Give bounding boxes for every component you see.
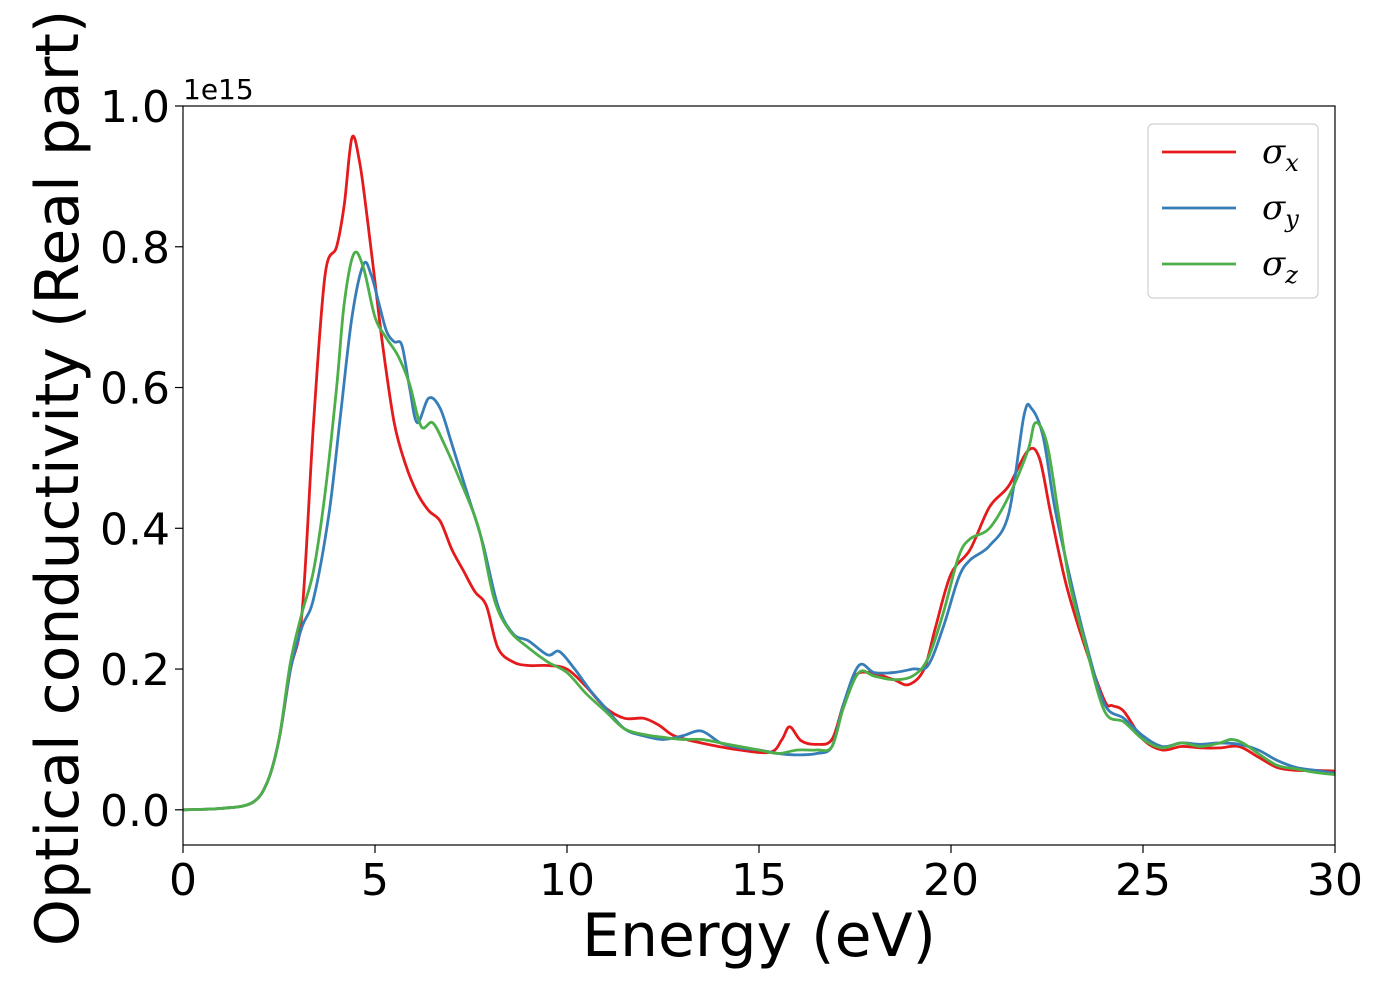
x-tick-label: 25	[1115, 855, 1171, 906]
y-tick-label: 0.8	[100, 223, 170, 274]
x-tick-label: 0	[169, 855, 197, 906]
legend-label-z: σz	[1262, 244, 1298, 289]
y-offset-label: 1e15	[183, 73, 254, 106]
x-tick-label: 10	[539, 855, 595, 906]
y-tick-label: 0.4	[100, 504, 170, 555]
y-tick-label: 0.2	[100, 645, 170, 696]
x-tick-label: 20	[923, 855, 979, 906]
legend: σx σy σz	[1147, 123, 1319, 299]
ticks-layer: 0 5 10 15 20 25 30 0.0 0.2 0.4 0.6 0.8 1.0	[100, 82, 1363, 906]
series-line-z	[182, 250, 1336, 812]
x-axis-title: Energy (eV)	[582, 901, 936, 971]
x-tick-label: 15	[731, 855, 787, 906]
legend-label-x: σx	[1262, 132, 1299, 177]
series-line-x	[182, 134, 1336, 812]
legend-label-y: σy	[1262, 188, 1299, 233]
y-tick-label: 0.6	[100, 364, 170, 415]
series-line-y	[182, 260, 1336, 812]
legend-box	[1147, 123, 1319, 299]
x-tick-label: 30	[1307, 855, 1363, 906]
y-tick-label: 0.0	[100, 786, 170, 837]
y-tick-label: 1.0	[100, 82, 170, 133]
y-axis-title: Optical conductivity (Real part)	[23, 10, 93, 947]
series-layer	[182, 134, 1336, 812]
x-tick-label: 5	[361, 855, 389, 906]
